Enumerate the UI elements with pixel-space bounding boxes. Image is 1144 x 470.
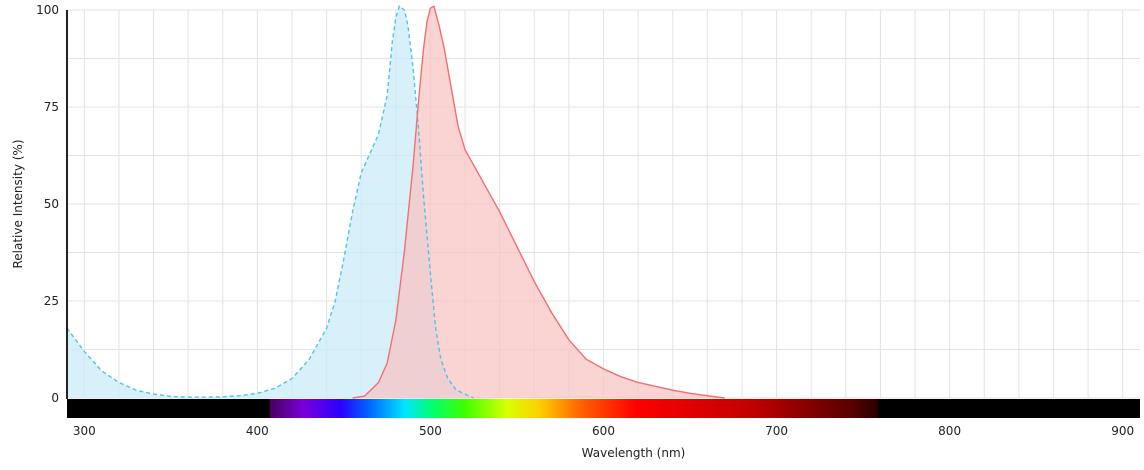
series-1-line (66, 4, 474, 399)
y-tick-label: 0 (51, 391, 59, 405)
y-axis-title: Relative Intensity (%) (11, 139, 25, 268)
y-axis-ticks: 0 25 50 75 100 (36, 3, 59, 405)
x-axis-ticks: 300 400 500 600 700 800 900 (73, 424, 1134, 438)
x-tick-label: 600 (592, 424, 615, 438)
series-layer (66, 4, 725, 399)
y-tick-label: 75 (44, 100, 59, 114)
y-tick-label: 100 (36, 3, 59, 17)
x-tick-label: 900 (1111, 424, 1134, 438)
x-tick-label: 800 (938, 424, 961, 438)
gridlines (67, 9, 1140, 399)
x-tick-label: 300 (73, 424, 96, 438)
visible-spectrum-band (67, 399, 1140, 418)
x-tick-label: 700 (765, 424, 788, 438)
x-tick-label: 400 (246, 424, 269, 438)
x-tick-label: 500 (419, 424, 442, 438)
series-1-area (67, 6, 474, 399)
series-2-line (352, 5, 725, 399)
y-tick-label: 25 (44, 294, 59, 308)
y-tick-label: 50 (44, 197, 59, 211)
series-2-area (352, 6, 725, 399)
x-axis-title: Wavelength (nm) (582, 446, 686, 460)
